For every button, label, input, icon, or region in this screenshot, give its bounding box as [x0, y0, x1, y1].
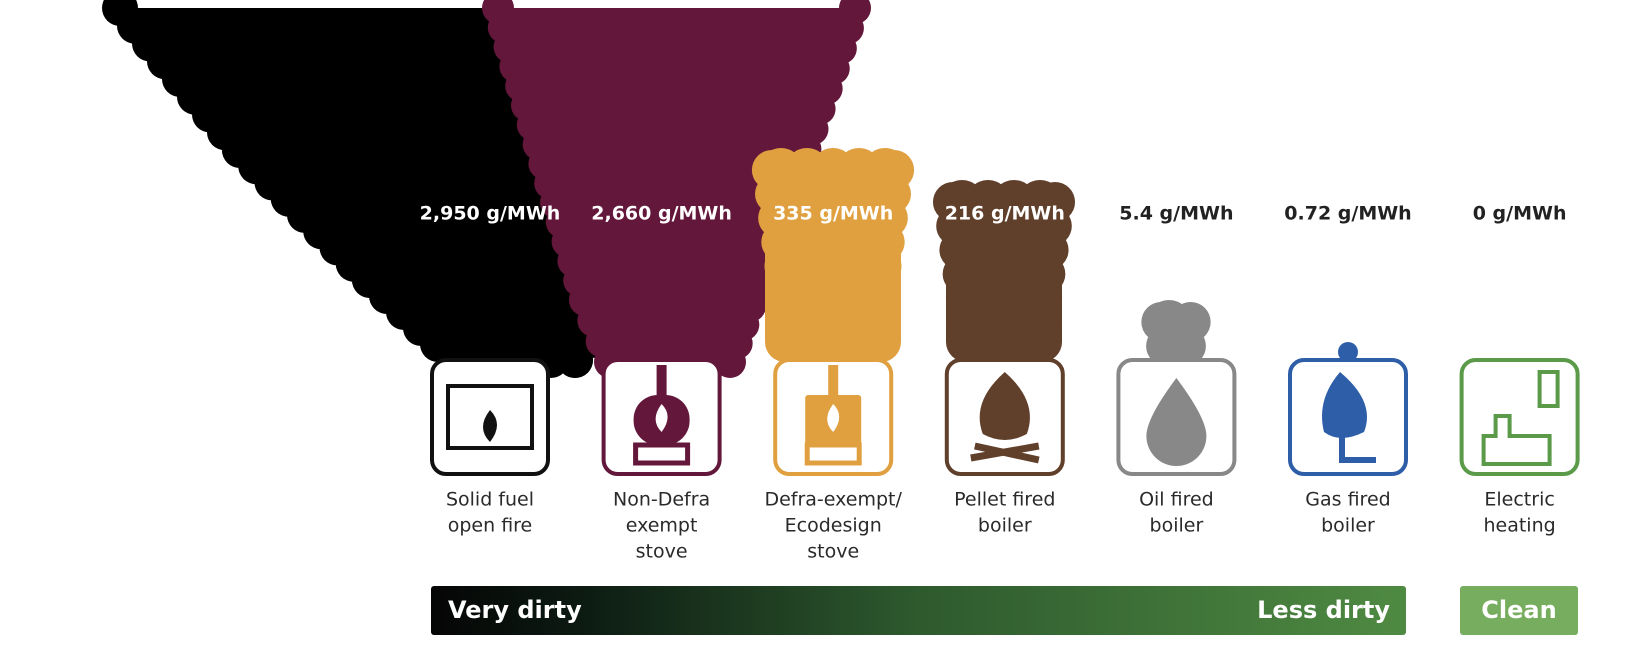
item-label: heating [1483, 515, 1555, 537]
cloud-puff [863, 148, 907, 192]
emission-value: 2,950 g/MWh [420, 203, 561, 225]
item-label: Pellet fired [954, 489, 1055, 511]
icon-frame [1459, 358, 1580, 476]
item-label: Gas fired [1305, 489, 1390, 511]
gas-flame-dot [1338, 342, 1358, 362]
item-label: stove [636, 541, 688, 563]
icon [1116, 358, 1237, 476]
plume [482, 0, 871, 378]
icon [601, 358, 722, 476]
gas-pipe [1339, 430, 1376, 463]
item-label: exempt [626, 515, 698, 537]
item-label: Electric [1484, 489, 1554, 511]
icon [1288, 358, 1408, 476]
item-label: open fire [448, 515, 533, 537]
plume-puff [714, 346, 746, 378]
item-label: Non-Defra [613, 489, 710, 511]
item-label: Solid fuel [446, 489, 534, 511]
plume-body [120, 8, 610, 360]
cloud [1141, 300, 1211, 366]
icons [430, 358, 1580, 476]
emission-value: 335 g/MWh [773, 203, 893, 225]
item-label: boiler [1321, 515, 1375, 537]
emission-value: 0.72 g/MWh [1284, 203, 1411, 225]
cloud [932, 180, 1076, 366]
cloud-puff [852, 318, 893, 358]
flame [483, 410, 497, 442]
icon [944, 358, 1065, 476]
fireplace [446, 384, 534, 450]
cloud [751, 148, 915, 362]
pellets [970, 442, 1040, 464]
gas-flame [1322, 372, 1367, 438]
stove-legs [804, 442, 862, 466]
switch [1537, 370, 1560, 408]
dirty-scale-bar [431, 586, 1406, 635]
icon [1459, 358, 1580, 476]
item-label: boiler [978, 515, 1032, 537]
cloud-puff [1018, 180, 1062, 224]
oil-drop [1146, 378, 1207, 466]
emission-value: 5.4 g/MWh [1119, 203, 1233, 225]
stove-legs [633, 442, 691, 466]
cloud-puff [773, 318, 814, 358]
cloud-puff [952, 326, 993, 366]
icon [773, 358, 894, 476]
emission-value: 0 g/MWh [1473, 203, 1567, 225]
emission-value: 2,660 g/MWh [591, 203, 732, 225]
item-label: Oil fired [1139, 489, 1214, 511]
very-dirty-label: Very dirty [448, 596, 582, 624]
less-dirty-label: Less dirty [1257, 596, 1390, 624]
flue [828, 365, 839, 397]
cloud-puff [1147, 300, 1191, 344]
plume [102, 0, 628, 378]
emission-value: 216 g/MWh [945, 203, 1065, 225]
flame [979, 372, 1030, 440]
socket [1481, 414, 1552, 466]
smoke-plumes [102, 0, 1358, 378]
flue [656, 365, 667, 397]
clean-scale-bar [1460, 586, 1578, 635]
item-label: boiler [1150, 515, 1204, 537]
clean-label: Clean [1481, 596, 1556, 624]
flame [827, 404, 840, 432]
cloud-puff [1015, 326, 1056, 366]
item-label: stove [807, 541, 859, 563]
flame [655, 404, 668, 432]
item-label: Defra-exempt/ [764, 489, 902, 511]
item-label: Ecodesign [785, 515, 882, 537]
icon [430, 358, 550, 476]
